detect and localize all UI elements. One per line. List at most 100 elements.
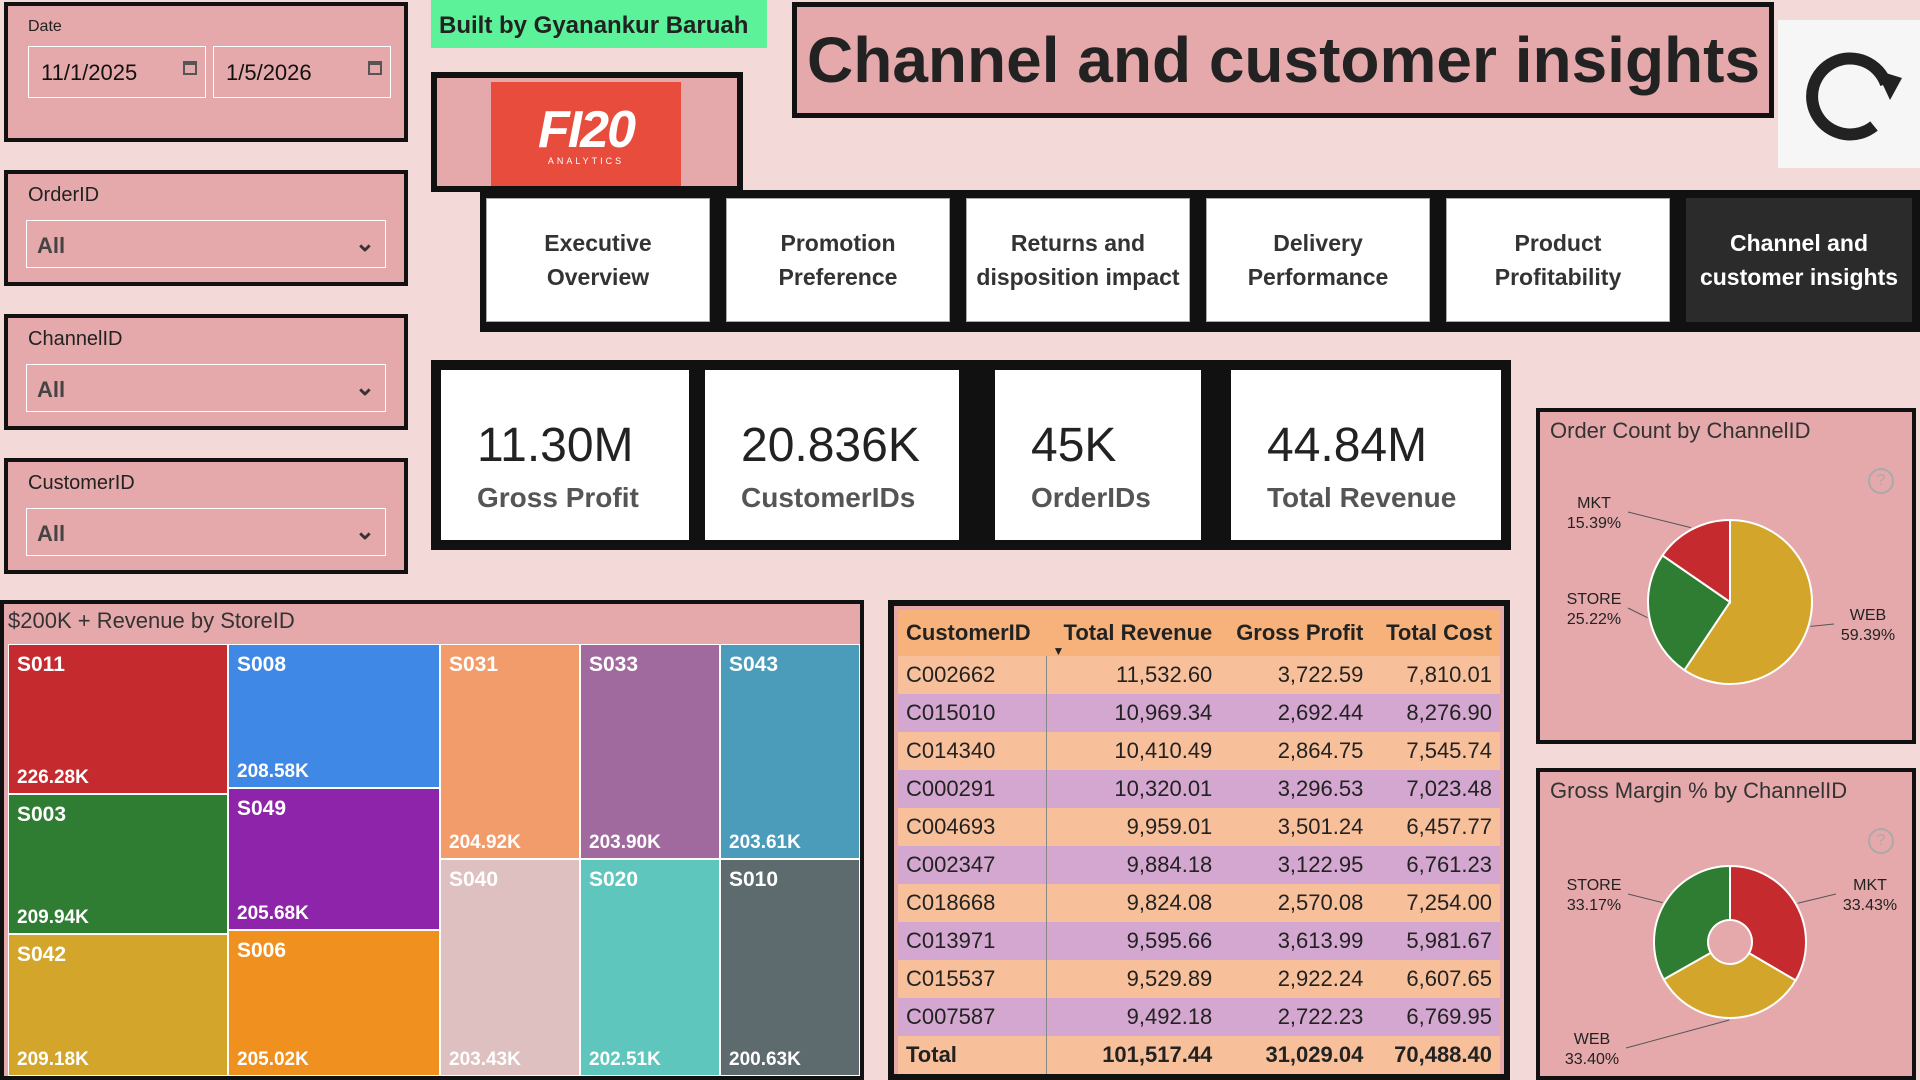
orderid-dropdown[interactable]: All ⌄ — [26, 220, 386, 268]
table-cell: 10,969.34 — [1046, 694, 1221, 732]
treemap-cell-label: S049 — [237, 797, 287, 820]
treemap-cell-s006[interactable]: S006 205.02K — [228, 930, 440, 1076]
start-date-input[interactable]: 11/1/2025 — [28, 46, 206, 98]
customerid-dropdown[interactable]: All ⌄ — [26, 508, 386, 556]
treemap-cell-s033[interactable]: S033 203.90K — [580, 644, 720, 859]
order-count-chart-panel: Order Count by ChannelID ? WEB 59.39% STOR… — [1536, 408, 1916, 744]
customerid-slicer-label: CustomerID — [28, 472, 135, 494]
table-cell: 9,959.01 — [1046, 808, 1221, 846]
col-total-revenue[interactable]: Total Revenue ▼ — [1046, 610, 1221, 658]
help-icon[interactable]: ? — [1868, 468, 1894, 494]
table-row[interactable]: C014340 10,410.49 2,864.75 7,545.74 — [898, 732, 1500, 770]
treemap-cell-label: S020 — [589, 868, 639, 891]
pie-label: 33.43% — [1843, 897, 1897, 914]
table-cell: 9,595.66 — [1046, 922, 1221, 960]
channelid-dropdown-value: All — [37, 377, 66, 402]
table-total-cell: 70,488.40 — [1371, 1036, 1500, 1074]
channelid-slicer: ChannelID All ⌄ — [4, 314, 408, 430]
treemap-cell-s008[interactable]: S008 208.58K — [228, 644, 440, 788]
table-total-cell: Total — [898, 1036, 1047, 1074]
table-row[interactable]: C018668 9,824.08 2,570.08 7,254.00 — [898, 884, 1500, 922]
tab-product-profitability[interactable]: Product Profitability — [1446, 198, 1670, 322]
calendar-icon[interactable] — [368, 61, 382, 75]
table-cell: C007587 — [898, 998, 1047, 1036]
treemap-cell-s011[interactable]: S011 226.28K — [8, 644, 228, 794]
table-row[interactable]: C015537 9,529.89 2,922.24 6,607.65 — [898, 960, 1500, 998]
table-cell: 8,276.90 — [1371, 694, 1500, 732]
treemap-cell-label: S003 — [17, 803, 67, 826]
table-cell: 3,722.59 — [1220, 656, 1372, 694]
col-gross-profit[interactable]: Gross Profit — [1220, 610, 1372, 656]
kpi-value: 20.836K — [741, 419, 920, 472]
table-row[interactable]: C013971 9,595.66 3,613.99 5,981.67 — [898, 922, 1500, 960]
channelid-dropdown[interactable]: All ⌄ — [26, 364, 386, 412]
treemap-cell-s043[interactable]: S043 203.61K — [720, 644, 860, 859]
table-row[interactable]: C015010 10,969.34 2,692.44 8,276.90 — [898, 694, 1500, 732]
treemap-cell-s003[interactable]: S003 209.94K — [8, 794, 228, 934]
gross-margin-donut: MKT 33.43% WEB 33.40% STORE 33.17% — [1565, 864, 1897, 1068]
kpi-label: Gross Profit — [477, 482, 639, 513]
treemap-cell-label: S033 — [589, 653, 639, 676]
treemap-cell-value: 203.90K — [589, 832, 661, 853]
pie-slice-web[interactable] — [1682, 518, 1813, 685]
treemap-cell-label: S006 — [237, 939, 287, 962]
sort-descending-icon: ▼ — [1052, 644, 1065, 658]
orderid-slicer: OrderID All ⌄ — [4, 170, 408, 286]
tab-promotion-preference[interactable]: Promotion Preference — [726, 198, 950, 322]
treemap-cell-s049[interactable]: S049 205.68K — [228, 788, 440, 930]
treemap-cell-label: S040 — [449, 868, 499, 891]
chevron-down-icon[interactable]: ⌄ — [354, 518, 375, 545]
treemap-cell-label: S008 — [237, 653, 287, 676]
treemap-cell-s020[interactable]: S020 202.51K — [580, 859, 720, 1076]
table-cell: 3,613.99 — [1220, 922, 1372, 960]
table-total-row: Total 101,517.44 31,029.04 70,488.40 — [898, 1036, 1500, 1074]
chevron-down-icon[interactable]: ⌄ — [354, 374, 375, 401]
table-cell: 10,410.49 — [1046, 732, 1221, 770]
credit-banner: Built by Gyanankur Baruah — [431, 0, 767, 48]
table-cell: 5,981.67 — [1371, 922, 1500, 960]
table-cell: C002662 — [898, 656, 1047, 694]
treemap-cell-s040[interactable]: S040 203.43K — [440, 859, 580, 1076]
table-row[interactable]: C007587 9,492.18 2,722.23 6,769.95 — [898, 998, 1500, 1036]
end-date-input[interactable]: 1/5/2026 — [213, 46, 391, 98]
tab-returns-disposition[interactable]: Returns and disposition impact — [966, 198, 1190, 322]
col-customerid[interactable]: CustomerID — [898, 610, 1047, 656]
table-cell: 11,532.60 — [1046, 656, 1221, 694]
pie-slice-mkt[interactable] — [1729, 864, 1807, 982]
table-cell: 2,570.08 — [1220, 884, 1372, 922]
pie-slice-web[interactable] — [1662, 951, 1797, 1019]
treemap-cell-s031[interactable]: S031 204.92K — [440, 644, 580, 859]
table-cell: C018668 — [898, 884, 1047, 922]
calendar-icon[interactable] — [183, 61, 197, 75]
table-row[interactable]: C002347 9,884.18 3,122.95 6,761.23 — [898, 846, 1500, 884]
tab-executive-overview[interactable]: Executive Overview — [486, 198, 710, 322]
table-cell: 2,922.24 — [1220, 960, 1372, 998]
table-row[interactable]: C000291 10,320.01 3,296.53 7,023.48 — [898, 770, 1500, 808]
treemap-cell-s010[interactable]: S010 200.63K — [720, 859, 860, 1076]
order-count-pie: WEB 59.39% STORE 25.22% MKT 15.39% — [1567, 495, 1895, 685]
col-total-cost[interactable]: Total Cost — [1371, 610, 1500, 656]
credit-text: Built by Gyanankur Baruah — [439, 12, 749, 39]
pie-label: 15.39% — [1567, 515, 1621, 532]
treemap-cell-s042[interactable]: S042 209.18K — [8, 934, 228, 1076]
help-icon[interactable]: ? — [1868, 828, 1894, 854]
chevron-down-icon[interactable]: ⌄ — [354, 230, 375, 257]
table-row[interactable]: C004693 9,959.01 3,501.24 6,457.77 — [898, 808, 1500, 846]
tab-channel-customer-insights[interactable]: Channel and customer insights — [1686, 198, 1912, 322]
pie-slice-store[interactable] — [1653, 864, 1731, 981]
treemap-cell-label: S043 — [729, 653, 779, 676]
pie-slice-store[interactable] — [1647, 554, 1732, 672]
pie-label: STORE — [1567, 877, 1622, 894]
table-cell: C004693 — [898, 808, 1047, 846]
table-row[interactable]: C002662 11,532.60 3,722.59 7,810.01 — [898, 656, 1500, 694]
refresh-button[interactable] — [1778, 20, 1920, 168]
treemap-cell-value: 205.02K — [237, 1049, 309, 1070]
chart-title: Gross Margin % by ChannelID — [1550, 778, 1848, 803]
kpi-value: 11.30M — [477, 419, 634, 472]
chart-title: Order Count by ChannelID — [1550, 418, 1811, 443]
kpi-value: 45K — [1031, 419, 1117, 472]
pie-slice-mkt[interactable] — [1661, 518, 1731, 604]
tab-delivery-performance[interactable]: Delivery Performance — [1206, 198, 1430, 322]
table-cell: 9,884.18 — [1046, 846, 1221, 884]
logo-subtext: ANALYTICS — [547, 156, 625, 166]
